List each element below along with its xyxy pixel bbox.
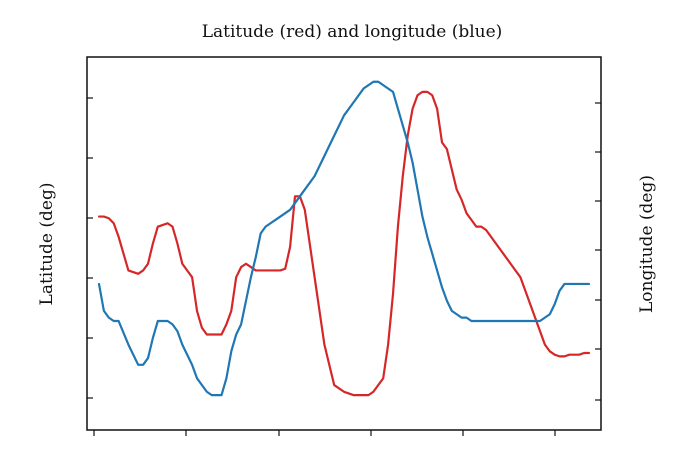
chart-title: Latitude (red) and longitude (blue) [202,22,503,42]
longitude-series-line [97,80,591,397]
plot-frame [86,56,602,431]
right-y-ticks [595,102,601,401]
plot-series [97,80,591,397]
left-y-axis-label: Latitude (deg) [37,183,57,306]
left-y-ticks [87,97,93,399]
x-ticks [93,430,556,436]
right-y-axis-label: Longitude (deg) [637,175,657,313]
latitude-series-line [97,90,591,397]
